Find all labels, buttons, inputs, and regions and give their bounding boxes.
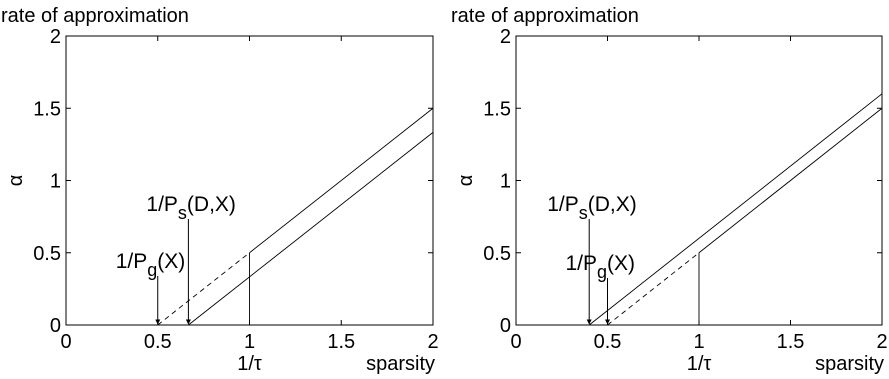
x-tick-label: 0.5 — [594, 331, 622, 353]
annotation-label: 1/Pg(X) — [566, 252, 636, 282]
y-tick-label: 0.5 — [483, 243, 511, 265]
y-tick-label: 0 — [500, 315, 511, 337]
chart-panel-1: rate of approximation 0 0.5 1 1.5 2 0 0.5 1 1.5 2 1… — [1, 5, 439, 375]
annotation-base: 1/P — [146, 193, 178, 216]
y-tick-label: 1 — [50, 171, 61, 193]
series-line-2 — [157, 252, 250, 326]
x-tick-label: 0 — [60, 331, 71, 353]
y-tick-label: 0.5 — [33, 243, 61, 265]
annotation-label: 1/Pg(X) — [116, 250, 186, 280]
x-tick-label: 1.5 — [327, 331, 355, 353]
x-tick-label: 2 — [427, 331, 438, 353]
annotation-rest: (D,X) — [187, 193, 236, 216]
annotation-subscript: g — [147, 260, 157, 280]
annotation-rest: (X) — [607, 252, 635, 275]
x-tick-label: 1 — [244, 331, 255, 353]
y-axis-label: α — [455, 175, 477, 187]
annotation-rest: (D,X) — [588, 193, 637, 216]
y-tick-label: 1.5 — [33, 98, 61, 120]
x-axis-label: sparsity — [366, 353, 435, 375]
annotation-base: 1/P — [566, 252, 598, 275]
y-tick-label: 0 — [50, 315, 61, 337]
annotation-label: 1/Ps(D,X) — [146, 193, 236, 223]
annotation-subscript: g — [597, 262, 607, 282]
series-line-3 — [698, 107, 883, 254]
annotation-subscript: s — [579, 203, 588, 223]
x-axis-label: sparsity — [815, 353, 884, 375]
x-tick-label-inverse-tau: 1/τ — [687, 353, 712, 375]
y-tick-label: 1 — [500, 171, 511, 193]
annotation-rest: (X) — [157, 250, 185, 273]
series-line-1 — [588, 93, 883, 326]
annotation-subscript: s — [178, 203, 187, 223]
chart-panel-2: rate of approximation 0 0.5 1 1.5 2 0 0.5 1 1.5 2 1… — [451, 5, 888, 375]
y-tick-label: 2 — [50, 26, 61, 48]
chart-title: rate of approximation — [451, 5, 639, 27]
y-axis-label: α — [5, 175, 27, 187]
y-tick-label: 2 — [500, 26, 511, 48]
annotation-base: 1/P — [116, 250, 148, 273]
annotation-base: 1/P — [547, 193, 579, 216]
series-line-3 — [188, 132, 434, 326]
x-tick-label: 1 — [693, 331, 704, 353]
x-tick-label: 1.5 — [777, 331, 805, 353]
chart-title: rate of approximation — [1, 5, 189, 27]
annotation-label: 1/Ps(D,X) — [547, 193, 637, 223]
x-tick-label: 2 — [876, 331, 887, 353]
x-tick-label: 0.5 — [144, 331, 172, 353]
series-line-2 — [607, 252, 700, 326]
x-tick-label-inverse-tau: 1/τ — [237, 353, 262, 375]
x-tick-label: 0 — [510, 331, 521, 353]
series-line-1 — [249, 107, 434, 254]
y-tick-label: 1.5 — [483, 98, 511, 120]
